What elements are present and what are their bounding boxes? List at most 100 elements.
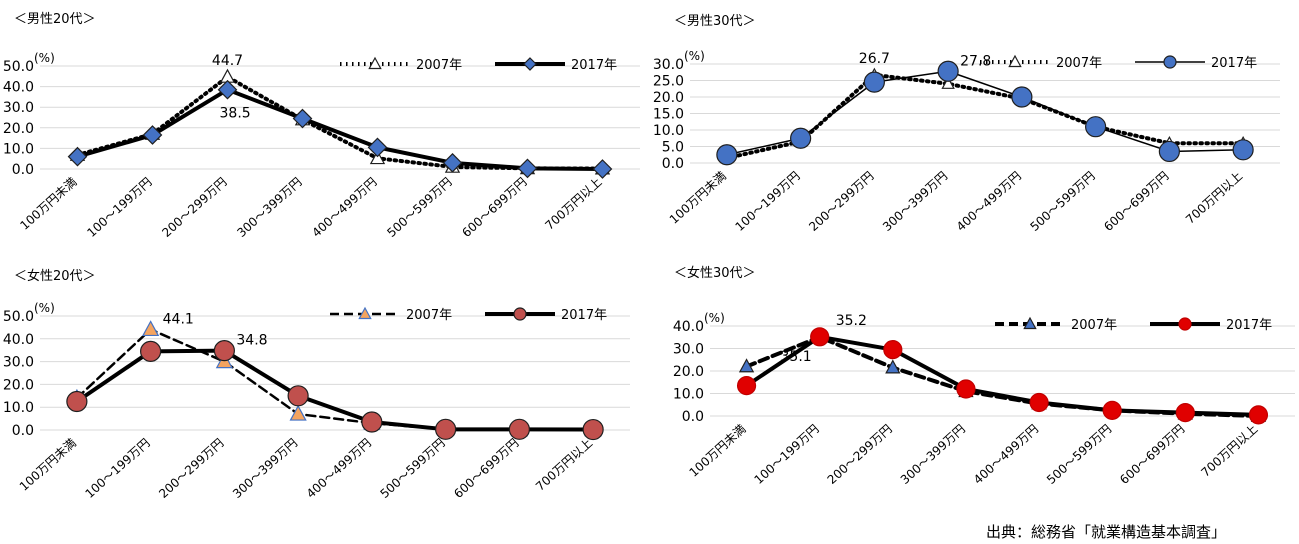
- data-point-2007年: [142, 320, 160, 337]
- series-line-2007年: [724, 72, 1246, 161]
- x-tick-label: 100万円未満: [687, 422, 749, 480]
- x-tick-label: 400～499万円: [304, 436, 374, 501]
- y-tick-label: 40.0: [3, 80, 34, 96]
- y-tick-label: 30.0: [673, 342, 704, 358]
- x-tick-label: 600～699万円: [1117, 422, 1187, 487]
- y-tick-label: 0.0: [12, 162, 34, 178]
- legend-marker-2017年: [1163, 55, 1177, 69]
- x-tick-label: 500～599万円: [377, 436, 447, 501]
- x-tick-label: 400～499万円: [309, 175, 379, 240]
- legend-label: 2007年: [1056, 56, 1102, 71]
- x-tick-label: 300～399万円: [234, 175, 304, 240]
- x-tick-label: 700万円以上: [542, 175, 604, 233]
- data-point-2017年: [217, 79, 238, 100]
- caption-female-30s: ＜女性30代＞: [674, 266, 756, 281]
- line-chart-male-30s: 0.05.010.015.020.025.030.0(%) 100万円未満 100～…: [653, 49, 1280, 234]
- x-tick-label: 100万円未満: [667, 169, 729, 227]
- x-tick-label: 100～199万円: [732, 169, 802, 234]
- legend-marker-2007年: [358, 306, 372, 320]
- data-point-2017年: [213, 340, 235, 362]
- y-tick-label: 10.0: [3, 141, 34, 157]
- data-point-2017年: [361, 411, 383, 433]
- data-label: 27.8: [960, 53, 991, 69]
- y-tick-label: 5.0: [662, 140, 684, 156]
- y-tick-label: 30.0: [3, 100, 34, 116]
- data-point-2017年: [292, 108, 313, 129]
- x-tick-label: 100～199万円: [752, 422, 822, 487]
- series-line-2017年: [74, 348, 596, 432]
- data-label: 44.7: [212, 53, 243, 69]
- y-tick-label: 20.0: [3, 377, 34, 393]
- y-unit-label: (%): [704, 311, 725, 325]
- data-point-2017年: [592, 159, 613, 179]
- y-tick-label: 25.0: [653, 74, 684, 90]
- data-point-2017年: [1175, 403, 1195, 423]
- line-chart-male-20s: 0.0 10.0 20.0 30.0 40.0 50.0(%) 100万円未満 100～199…: [3, 51, 640, 240]
- x-tick-label: 700万円以上: [1183, 169, 1245, 227]
- line-chart-female-30s: 0.010.020.030.040.0(%)100万円未満 100～199万円 20…: [673, 311, 1295, 487]
- legend-label: 2007年: [416, 58, 462, 73]
- x-tick-label: 200～299万円: [156, 436, 226, 501]
- data-label: 35.2: [836, 313, 867, 329]
- data-label: 34.8: [236, 333, 267, 349]
- x-tick-label: 600～699万円: [459, 175, 529, 240]
- data-point-2017年: [582, 418, 604, 441]
- data-point-2017年: [956, 379, 976, 399]
- x-tick-label: 100～199万円: [84, 175, 154, 240]
- data-label: 38.5: [220, 106, 251, 122]
- x-tick-label: 500～599万円: [1027, 169, 1097, 234]
- series-line-2017年: [75, 87, 605, 171]
- x-tick-label: 500～599万円: [1044, 422, 1114, 487]
- data-point-2007年: [289, 404, 307, 421]
- legend-marker-2007年: [1023, 316, 1037, 330]
- y-unit-label: (%): [34, 51, 55, 65]
- legend-label: 2017年: [561, 308, 607, 323]
- data-point-2017年: [67, 146, 88, 167]
- data-point-2007年: [369, 150, 386, 165]
- data-point-2017年: [790, 127, 812, 149]
- data-point-2017年: [142, 125, 163, 145]
- y-tick-label: 40.0: [3, 332, 34, 348]
- legend-label: 2017年: [1226, 318, 1272, 333]
- data-point-2017年: [66, 390, 88, 413]
- data-point-2017年: [1248, 405, 1269, 425]
- legend-marker-2007年: [368, 56, 382, 70]
- data-point-2017年: [863, 71, 885, 93]
- x-tick-label: 700万円以上: [533, 436, 595, 494]
- series-line-2017年: [726, 70, 1244, 156]
- x-tick-label: 100～199万円: [82, 436, 152, 501]
- y-tick-label: 10.0: [3, 400, 34, 416]
- data-point-2017年: [1232, 139, 1254, 161]
- y-tick-label: 50.0: [3, 309, 34, 325]
- legend-label: 2017年: [571, 58, 617, 73]
- y-unit-label: (%): [684, 49, 705, 63]
- y-tick-label: 10.0: [673, 387, 704, 403]
- source-note: 出典：総務省「就業構造基本調査」: [986, 523, 1227, 541]
- caption-male-20s: ＜男性20代＞: [14, 12, 96, 27]
- legend-label: 2007年: [406, 308, 452, 323]
- data-point-2017年: [883, 340, 903, 360]
- x-tick-label: 200～299万円: [825, 422, 895, 487]
- y-tick-label: 50.0: [3, 59, 34, 75]
- y-unit-label: (%): [34, 301, 55, 315]
- x-tick-label: 400～499万円: [954, 169, 1024, 234]
- data-point-2007年: [885, 359, 901, 374]
- data-point-2017年: [937, 60, 959, 82]
- y-tick-label: 20.0: [673, 364, 704, 380]
- y-tick-label: 30.0: [653, 57, 684, 73]
- x-tick-label: 100万円未満: [17, 175, 79, 233]
- y-tick-label: 15.0: [653, 107, 684, 123]
- legend-marker-2017年: [523, 57, 537, 71]
- y-tick-label: 20.0: [653, 90, 684, 106]
- legend-marker-2017年: [513, 307, 527, 321]
- data-point-2017年: [1158, 140, 1180, 163]
- y-tick-label: 0.0: [12, 423, 34, 439]
- series-line-2007年: [75, 74, 605, 171]
- data-point-2017年: [140, 340, 162, 362]
- data-point-2007年: [941, 76, 955, 89]
- x-tick-label: 300～399万円: [898, 422, 968, 487]
- data-point-2017年: [1029, 392, 1049, 413]
- data-label: 44.1: [163, 311, 194, 327]
- y-tick-label: 0.0: [662, 156, 684, 172]
